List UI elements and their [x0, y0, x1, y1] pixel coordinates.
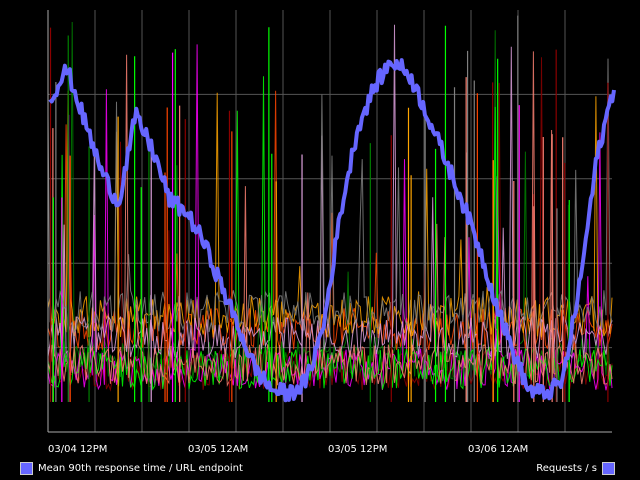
noise-series-group: [47, 15, 613, 402]
chart-axes: [47, 10, 612, 433]
legend-label-response-time: Mean 90th response time / URL endpoint: [38, 462, 243, 474]
x-tick-label: 03/05 12PM: [328, 444, 387, 455]
legend-left: Mean 90th response time / URL endpoint: [20, 461, 243, 475]
legend-right: Requests / s: [536, 461, 615, 475]
series-line-response-time: [48, 58, 616, 403]
main-series-group: [48, 58, 616, 403]
x-tick-label: 03/05 12AM: [188, 444, 248, 455]
legend-swatch-response-time: [20, 461, 33, 475]
x-tick-label: 03/06 12AM: [468, 444, 528, 455]
legend-swatch-requests: [602, 461, 615, 475]
legend-label-requests: Requests / s: [536, 462, 597, 474]
x-tick-labels: 03/04 12PM 03/05 12AM 03/05 12PM 03/06 12AM: [48, 444, 528, 455]
x-tick-label: 03/04 12PM: [48, 444, 107, 455]
